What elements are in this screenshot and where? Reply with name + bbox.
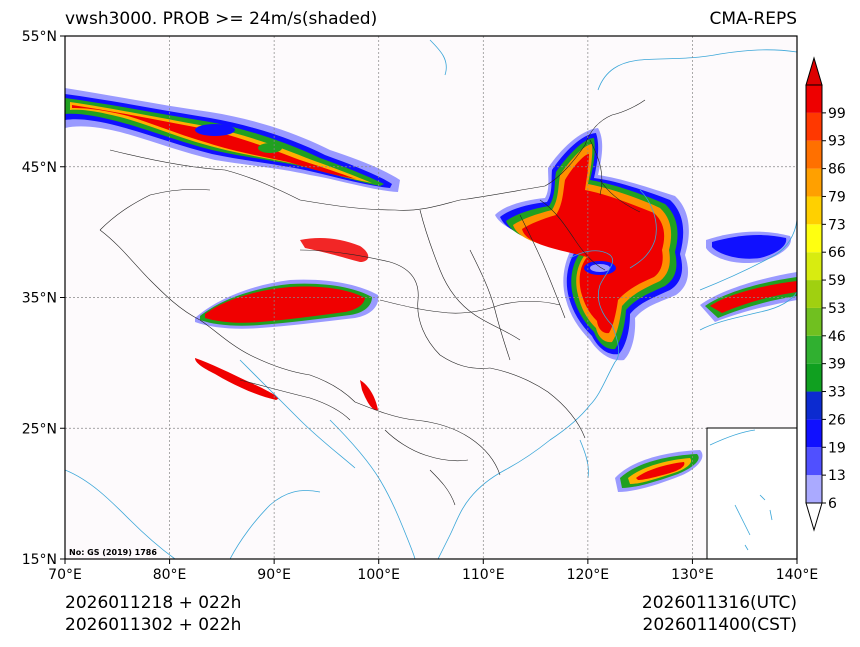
colorbar-segment xyxy=(806,196,822,225)
map-approval-note: No: GS (2019) 1786 xyxy=(69,548,157,557)
colorbar-segment xyxy=(806,85,822,113)
lat-tick-label: 55°N xyxy=(22,29,57,45)
colorbar-segment xyxy=(806,168,822,197)
colorbar-label: 6 xyxy=(828,496,837,512)
lon-tick-label: 100°E xyxy=(357,567,400,583)
coastlines xyxy=(65,39,797,559)
valid-time-utc: 2026011316(UTC) xyxy=(641,593,797,613)
colorbar-segment xyxy=(806,280,822,308)
valid-time: 2026011316(UTC) 2026011400(CST) xyxy=(642,592,797,636)
colorbar-segment xyxy=(806,419,822,448)
lon-tick-label: 120°E xyxy=(567,567,610,583)
colorbar-label: 33 xyxy=(828,385,846,401)
colorbar-label: 79 xyxy=(828,189,846,205)
colorbar-label: 66 xyxy=(828,245,846,261)
colorbar-label: 13 xyxy=(828,468,846,484)
colorbar-segment xyxy=(806,112,822,141)
colorbar-label: 46 xyxy=(828,329,846,345)
init-time-cst: 2026011302 + 022h xyxy=(65,615,242,635)
colorbar-over-arrow xyxy=(805,56,823,86)
boundaries xyxy=(99,99,646,506)
lon-tick-label: 70°E xyxy=(48,567,82,583)
valid-time-cst: 2026011400(CST) xyxy=(642,615,797,635)
init-time-utc: 2026011218 + 022h xyxy=(65,593,242,613)
longitude-axis: 70°E 80°E 90°E 100°E 110°E 120°E 130°E 140°E xyxy=(48,559,818,583)
lon-tick-label: 90°E xyxy=(257,567,291,583)
map-title: vwsh3000. PROB >= 24m/s(shaded) xyxy=(65,9,378,29)
colorbar-label: 19 xyxy=(828,440,846,456)
lon-tick-label: 110°E xyxy=(462,567,505,583)
colorbar-segment xyxy=(806,475,822,503)
init-time: 2026011218 + 022h 2026011302 + 022h xyxy=(65,592,241,636)
colorbar-segment xyxy=(806,335,822,364)
colorbar-segment xyxy=(806,307,822,336)
colorbar-segment xyxy=(806,391,822,420)
probability-shading xyxy=(65,88,797,492)
colorbar-label: 53 xyxy=(828,301,846,317)
colorbar-label: 39 xyxy=(828,357,846,373)
model-name: CMA-REPS xyxy=(709,9,797,29)
colorbar-under-arrow xyxy=(805,502,823,532)
colorbar-outline xyxy=(805,84,823,504)
colorbar-label: 73 xyxy=(828,217,846,233)
lat-tick-label: 15°N xyxy=(22,552,57,568)
latitude-axis: 15°N 25°N 35°N 45°N 55°N xyxy=(22,29,65,568)
colorbar-segment xyxy=(806,447,822,476)
colorbar-label: 86 xyxy=(828,162,846,178)
colorbar-label: 59 xyxy=(828,273,846,289)
graticule xyxy=(65,36,797,559)
lat-tick-label: 45°N xyxy=(22,160,57,176)
colorbar-segment xyxy=(806,363,822,392)
colorbar-segment xyxy=(806,224,822,253)
colorbar: 6 13 19 26 33 39 46 53 59 66 73 79 86 93 99 xyxy=(805,56,846,532)
lon-tick-label: 140°E xyxy=(776,567,819,583)
lon-tick-label: 130°E xyxy=(671,567,714,583)
colorbar-label: 93 xyxy=(828,134,846,150)
inset-coastline xyxy=(709,429,773,551)
colorbar-label: 99 xyxy=(828,106,846,122)
lat-tick-label: 35°N xyxy=(22,291,57,307)
colorbar-segment xyxy=(806,140,822,169)
probability-map: 70°E 80°E 90°E 100°E 110°E 120°E 130°E 140°E 15… xyxy=(22,29,846,583)
south-china-sea-inset xyxy=(706,427,798,560)
lat-tick-label: 25°N xyxy=(22,421,57,437)
colorbar-label: 26 xyxy=(828,412,846,428)
lon-tick-label: 80°E xyxy=(153,567,187,583)
colorbar-segment xyxy=(806,252,822,281)
